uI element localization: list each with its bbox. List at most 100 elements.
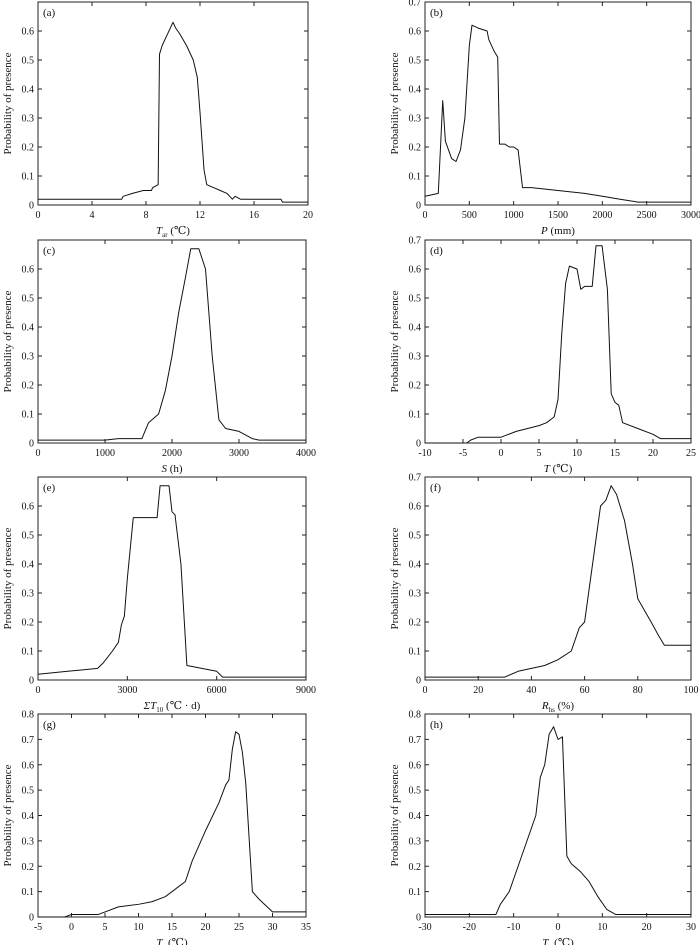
x-axis-title: ΣT10 (℃ · d) bbox=[143, 700, 201, 714]
panel-label: (g) bbox=[43, 719, 56, 731]
y-tick-label: 0.2 bbox=[22, 381, 35, 392]
x-axis-subscript: c bbox=[548, 943, 551, 945]
x-tick-label: 3000 bbox=[229, 448, 249, 459]
presence-curve bbox=[424, 24, 691, 203]
x-tick-label: 4000 bbox=[296, 448, 316, 459]
presence-curve bbox=[37, 485, 306, 678]
x-axis-symbol: R bbox=[541, 700, 549, 712]
plot-frame bbox=[37, 1, 309, 206]
y-tick-label: 0.3 bbox=[409, 352, 422, 363]
x-tick-label: 4 bbox=[90, 210, 95, 221]
y-tick-label: 0.1 bbox=[409, 410, 422, 421]
y-axis-title: Probability of presence bbox=[2, 52, 14, 154]
x-tick-label: -5 bbox=[459, 448, 467, 459]
x-axis-unit: (℃) bbox=[168, 225, 191, 237]
y-tick-label: 0.4 bbox=[22, 323, 35, 334]
y-tick-label: 0.7 bbox=[409, 0, 422, 9]
x-tick-label: 3000 bbox=[117, 685, 137, 696]
x-tick-label: 10 bbox=[134, 922, 144, 933]
y-tick-label: 0.3 bbox=[22, 352, 35, 363]
y-tick-label: 0.4 bbox=[409, 811, 422, 822]
x-tick-label: 100 bbox=[684, 685, 699, 696]
chart-panel: -10 -5 0 5 10 15 20 25 0 0.1 0.2 0.3 0.4 0.5 0.6 0.7 Pro… bbox=[389, 236, 696, 476]
y-tick-label: 0 bbox=[416, 913, 421, 924]
plot-frame bbox=[424, 239, 692, 444]
y-tick-label: 0.6 bbox=[409, 760, 422, 771]
y-tick-label: 0.4 bbox=[409, 85, 422, 96]
x-axis-symbol: P bbox=[540, 225, 548, 237]
x-tick-label: 9000 bbox=[296, 685, 316, 696]
x-axis-symbol: T bbox=[542, 937, 549, 945]
x-tick-label: 500 bbox=[462, 210, 477, 221]
y-tick-label: 0.2 bbox=[409, 143, 422, 154]
chart-panel: -5 0 5 10 15 20 25 30 3500.10.20.30.40.50.60.70.… bbox=[2, 710, 311, 945]
x-tick-label: 30 bbox=[268, 922, 278, 933]
y-tick-label: 0.1 bbox=[22, 172, 35, 183]
y-tick-label: 0.1 bbox=[22, 410, 35, 421]
x-axis-title: Rhs (%) bbox=[541, 700, 575, 714]
x-axis-symbol: S bbox=[161, 463, 167, 475]
y-tick-label: 0.1 bbox=[409, 647, 422, 658]
x-axis-subscript: ar bbox=[162, 231, 168, 239]
panel-label: (h) bbox=[430, 719, 443, 731]
y-tick-label: 0 bbox=[29, 439, 34, 450]
y-tick-label: 0.3 bbox=[22, 836, 35, 847]
x-tick-label: -30 bbox=[418, 922, 431, 933]
x-axis-title: Tc (℃) bbox=[542, 937, 574, 945]
y-tick-label: 0.2 bbox=[409, 381, 422, 392]
y-axis-title: Probability of presence bbox=[2, 527, 14, 629]
x-tick-label: 1500 bbox=[548, 210, 568, 221]
y-axis-title: Probability of presence bbox=[2, 290, 14, 392]
panel-label: (b) bbox=[430, 7, 443, 19]
x-tick-label: 1000 bbox=[95, 448, 115, 459]
x-tick-label: 10 bbox=[572, 448, 582, 459]
y-tick-label: 0 bbox=[416, 676, 421, 687]
y-tick-label: 0.6 bbox=[409, 265, 422, 276]
y-tick-label: 0.3 bbox=[22, 114, 35, 125]
y-tick-label: 0.5 bbox=[22, 786, 35, 797]
x-tick-label: 8 bbox=[144, 210, 149, 221]
y-tick-label: 0.5 bbox=[409, 531, 422, 542]
chart-panel: -30 -20 -10 0 10 20 30 0 0.1 0.2 0.3 0.4 0.5 0.6 0.7 0.… bbox=[389, 710, 696, 945]
x-tick-label: 15 bbox=[610, 448, 620, 459]
x-tick-label: -10 bbox=[507, 922, 520, 933]
plot-frame bbox=[424, 476, 692, 681]
y-tick-label: 0.2 bbox=[409, 862, 422, 873]
panel-label: (a) bbox=[43, 7, 56, 19]
x-tick-label: 0 bbox=[499, 448, 504, 459]
x-axis-unit: (℃) bbox=[550, 463, 573, 475]
x-tick-label: 0 bbox=[36, 685, 41, 696]
x-tick-label: 5 bbox=[537, 448, 542, 459]
x-axis-symbol: T bbox=[156, 225, 163, 237]
y-tick-label: 0.1 bbox=[409, 172, 422, 183]
x-tick-label: 2500 bbox=[637, 210, 657, 221]
y-tick-label: 0.7 bbox=[409, 735, 422, 746]
y-tick-label: 0.1 bbox=[22, 887, 35, 898]
presence-curve bbox=[38, 731, 306, 918]
y-tick-label: 0.6 bbox=[409, 502, 422, 513]
y-tick-label: 0.4 bbox=[22, 85, 35, 96]
x-tick-label: 12 bbox=[195, 210, 205, 221]
y-axis-title: Probability of presence bbox=[2, 764, 14, 866]
x-axis-unit: (mm) bbox=[548, 225, 576, 237]
y-tick-label: 0.5 bbox=[22, 531, 35, 542]
x-tick-label: 0 bbox=[423, 685, 428, 696]
y-tick-label: 0.5 bbox=[22, 294, 35, 305]
x-tick-label: 10 bbox=[597, 922, 607, 933]
x-tick-label: 0 bbox=[36, 448, 41, 459]
x-tick-label: 30 bbox=[686, 922, 696, 933]
y-tick-label: 0.3 bbox=[22, 589, 35, 600]
x-tick-label: 0 bbox=[423, 210, 428, 221]
y-tick-label: 0.4 bbox=[22, 560, 35, 571]
y-tick-label: 0 bbox=[416, 439, 421, 450]
panel-label: (f) bbox=[430, 482, 441, 494]
x-axis-symbol: T bbox=[544, 463, 551, 475]
x-tick-label: 20 bbox=[642, 922, 652, 933]
x-tick-label: 0 bbox=[69, 922, 74, 933]
chart-panel: 0 4 8 12 16 20 0 0.1 0.2 0.3 0.4 0.5 0.6 Probability … bbox=[2, 1, 313, 239]
x-tick-label: 0 bbox=[556, 922, 561, 933]
x-tick-label: 25 bbox=[234, 922, 244, 933]
x-tick-label: 15 bbox=[167, 922, 177, 933]
y-tick-label: 0.1 bbox=[409, 887, 422, 898]
y-axis-title: Probability of presence bbox=[389, 290, 401, 392]
